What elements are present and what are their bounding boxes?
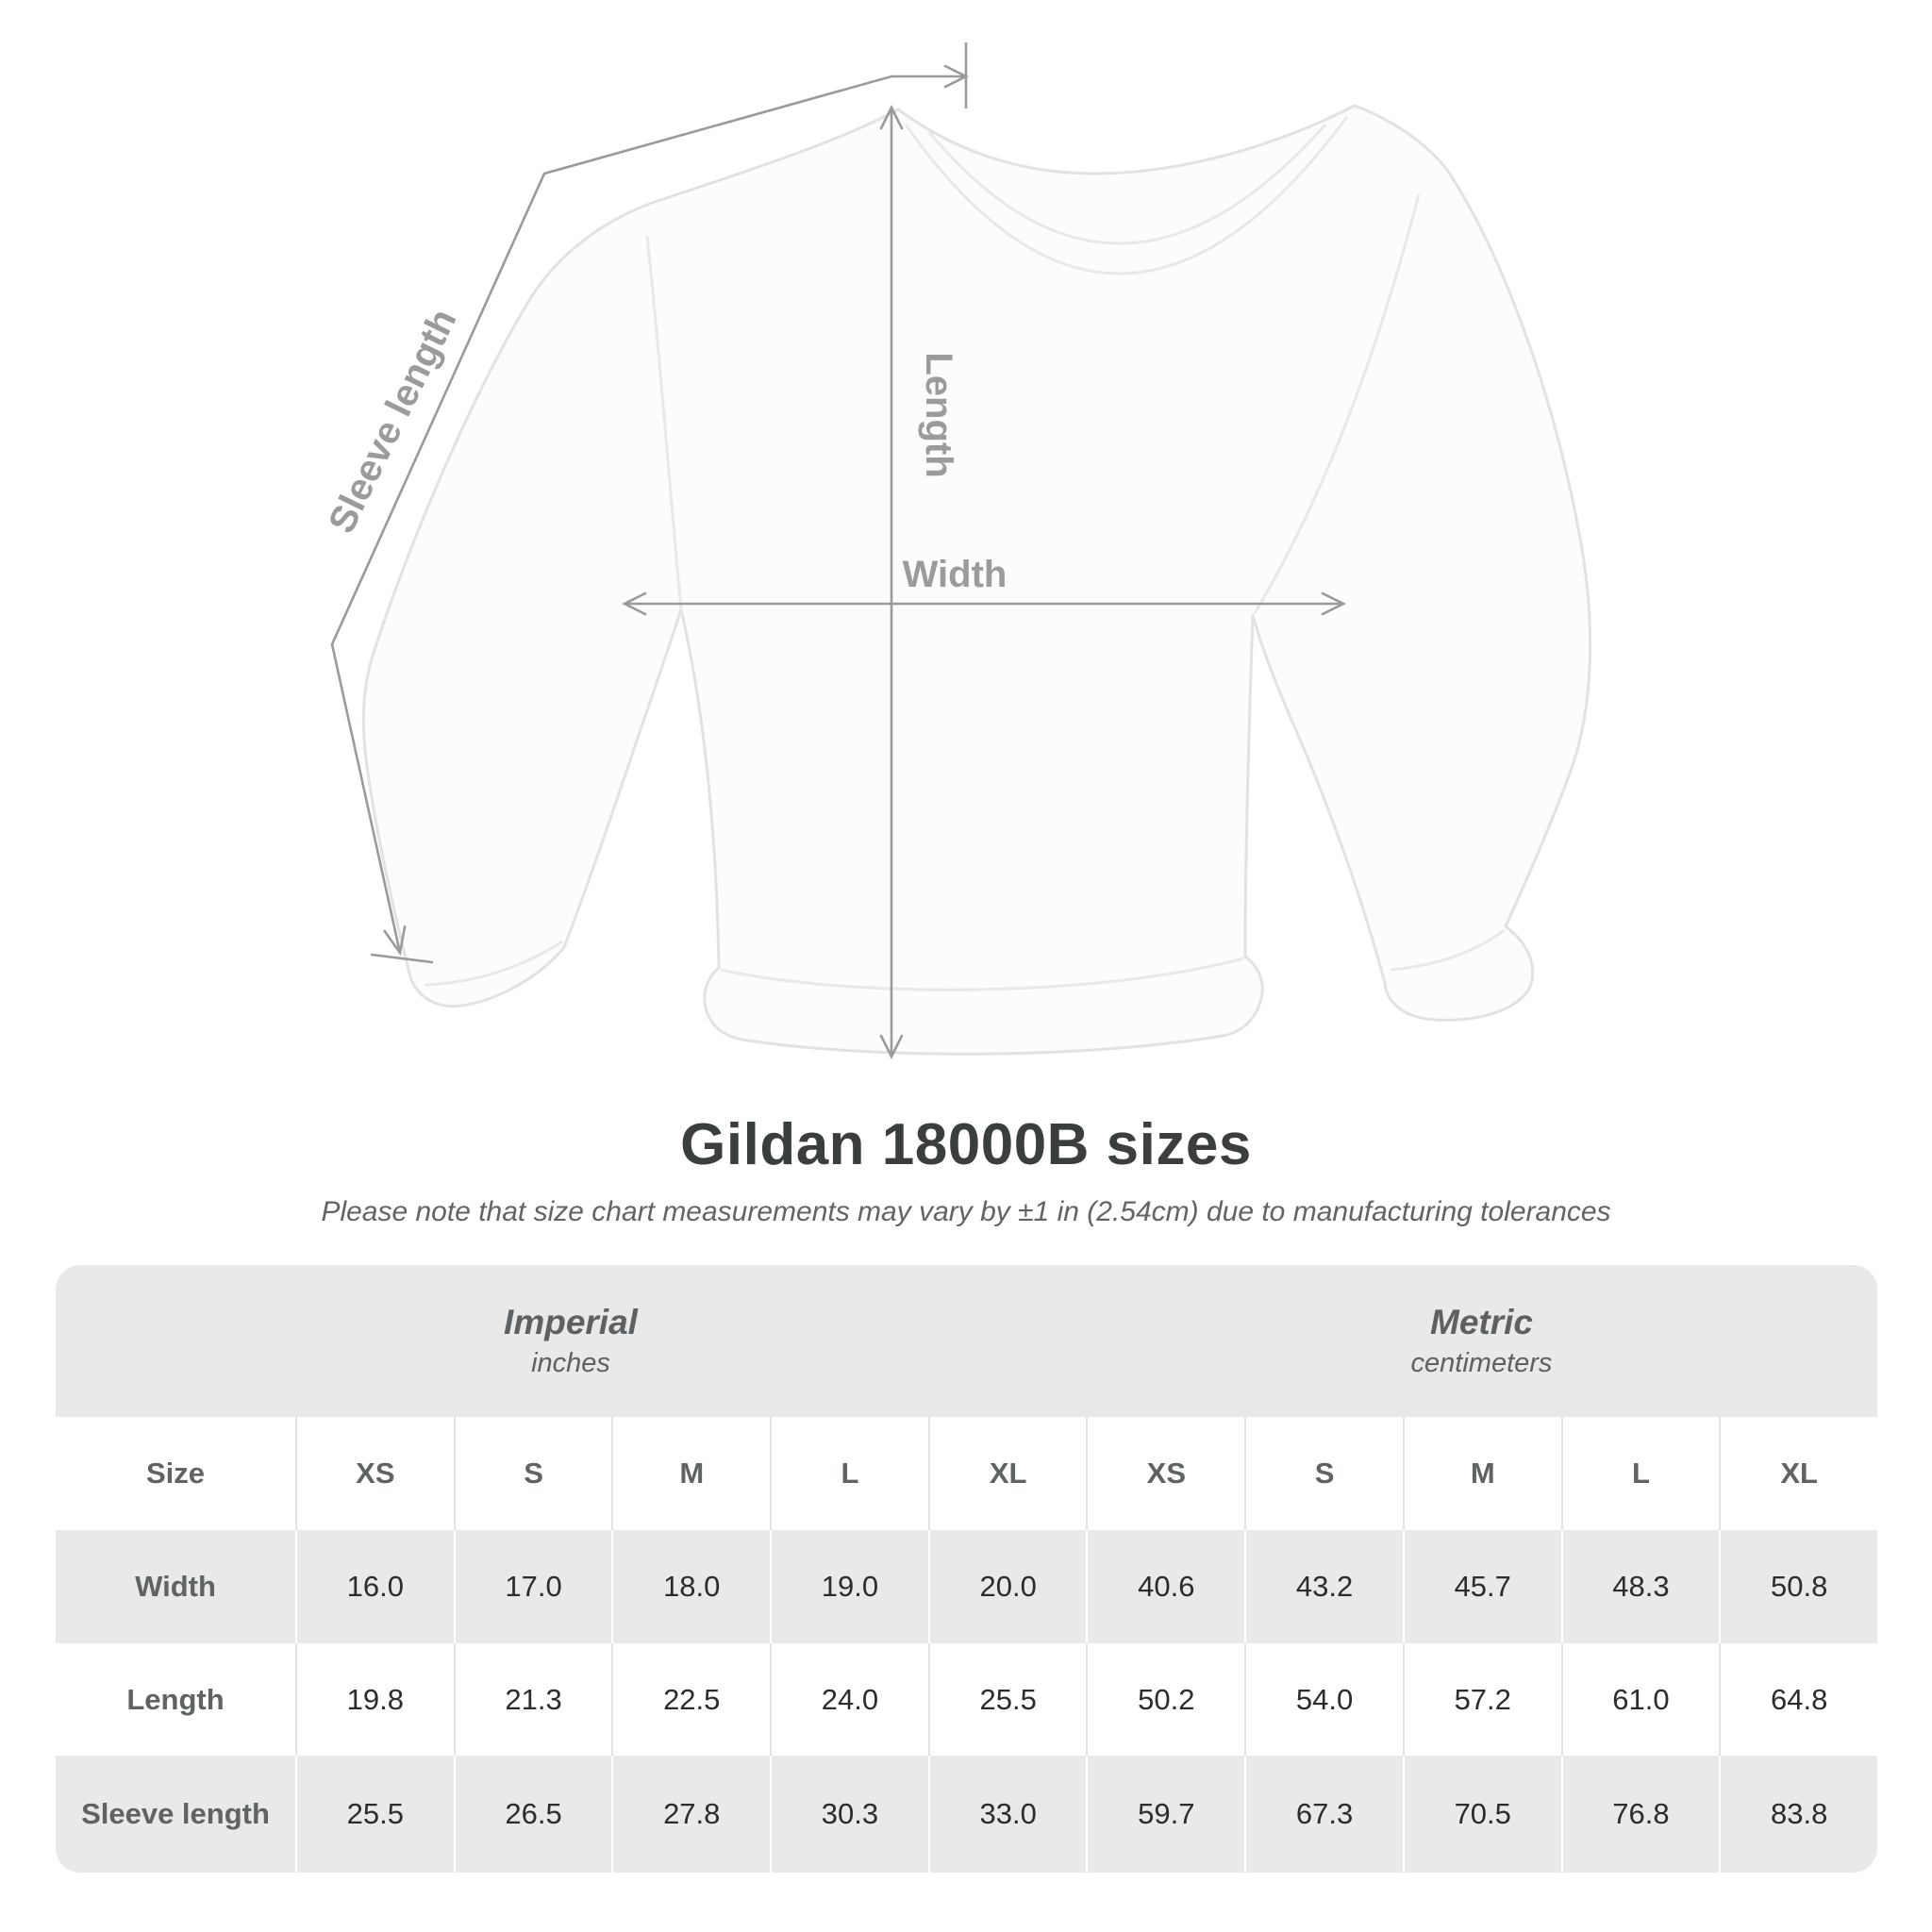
- table-cell: 43.2: [1244, 1530, 1403, 1643]
- table-cell: 64.8: [1719, 1643, 1877, 1756]
- tolerance-note: Please note that size chart measurements…: [321, 1196, 1611, 1227]
- table-cell: 50.8: [1719, 1530, 1877, 1643]
- size-col-header: XL: [927, 1417, 1087, 1530]
- table-cell: 48.3: [1560, 1530, 1720, 1643]
- length-arrowhead-bottom-icon: [879, 1034, 904, 1059]
- table-cell: 54.0: [1244, 1643, 1403, 1756]
- imperial-label: Imperial: [504, 1303, 638, 1341]
- table-cell: 21.3: [453, 1643, 612, 1756]
- metric-unit-label: centimeters: [1410, 1348, 1553, 1378]
- imperial-header: Imperial inches: [56, 1265, 1086, 1417]
- size-col-header: L: [1560, 1417, 1720, 1530]
- size-col-header: S: [453, 1417, 612, 1530]
- width-arrowhead-left-icon: [622, 591, 647, 616]
- width-label: Width: [903, 554, 1008, 595]
- size-col-header: S: [1244, 1417, 1403, 1530]
- table-cell: 30.3: [770, 1756, 928, 1873]
- table-cell: 19.0: [770, 1530, 928, 1643]
- size-col-header: L: [770, 1417, 928, 1530]
- table-cell: 17.0: [453, 1530, 612, 1643]
- sweatshirt-illustration: [361, 104, 1592, 1056]
- sleeve-end-tick: [370, 953, 434, 964]
- table-cell: 59.7: [1086, 1756, 1244, 1873]
- table-row-width: Width 16.0 17.0 18.0 19.0 20.0 40.6 43.2…: [56, 1530, 1877, 1643]
- table-cell: 45.7: [1402, 1530, 1561, 1643]
- table-cell: 83.8: [1719, 1756, 1877, 1873]
- table-cell: 57.2: [1402, 1643, 1561, 1756]
- size-table: Imperial inches Metric centimeters Size …: [56, 1265, 1877, 1873]
- table-cell: 20.0: [927, 1530, 1087, 1643]
- table-cell: 19.8: [295, 1643, 454, 1756]
- table-cell: 33.0: [927, 1756, 1087, 1873]
- table-cell: 50.2: [1086, 1643, 1244, 1756]
- page-title: Gildan 18000B sizes: [680, 1112, 1252, 1177]
- sweatshirt-seams: [424, 116, 1505, 991]
- size-col-header: M: [1402, 1417, 1561, 1530]
- sweatshirt-body: [361, 104, 1592, 1056]
- measurement-lines: [330, 42, 1346, 1059]
- length-label: Length: [918, 352, 959, 477]
- sleeve-arrowhead-icon: [383, 924, 407, 957]
- imperial-unit-label: inches: [531, 1348, 610, 1378]
- table-row-length: Length 19.8 21.3 22.5 24.0 25.5 50.2 54.…: [56, 1643, 1877, 1756]
- length-arrowhead-top-icon: [879, 105, 904, 130]
- table-cell: 22.5: [611, 1643, 770, 1756]
- size-corner-header: Size: [145, 1457, 206, 1490]
- table-cell: 27.8: [611, 1756, 770, 1873]
- table-cell: 25.5: [295, 1756, 454, 1873]
- table-cell: 40.6: [1086, 1530, 1244, 1643]
- sleeve-length-line: [330, 75, 968, 955]
- table-cell: 76.8: [1560, 1756, 1720, 1873]
- table-cell: 67.3: [1244, 1756, 1403, 1873]
- row-label: Width: [135, 1570, 216, 1603]
- table-cell: 70.5: [1402, 1756, 1561, 1873]
- metric-label: Metric: [1430, 1303, 1533, 1341]
- metric-header: Metric centimeters: [1086, 1265, 1877, 1417]
- sweatshirt-measurement-diagram: Sleeve length Length Width: [321, 42, 1592, 1059]
- table-cell: 16.0: [295, 1530, 454, 1643]
- table-cell: 25.5: [927, 1643, 1087, 1756]
- size-col-header: M: [611, 1417, 770, 1530]
- size-col-header: XS: [1086, 1417, 1244, 1530]
- size-header-row: Size XS S M L XL XS S M L XL: [56, 1417, 1877, 1530]
- width-arrowhead-right-icon: [1321, 591, 1346, 616]
- table-row-sleeve-length: Sleeve length 25.5 26.5 27.8 30.3 33.0 5…: [56, 1756, 1877, 1873]
- row-label: Sleeve length: [81, 1797, 270, 1830]
- size-col-header: XS: [295, 1417, 454, 1530]
- row-label: Length: [126, 1682, 225, 1716]
- table-cell: 26.5: [453, 1756, 612, 1873]
- unit-header-row: Imperial inches Metric centimeters: [56, 1265, 1877, 1417]
- size-col-header: XL: [1719, 1417, 1877, 1530]
- table-cell: 24.0: [770, 1643, 928, 1756]
- table-cell: 61.0: [1560, 1643, 1720, 1756]
- table-cell: 18.0: [611, 1530, 770, 1643]
